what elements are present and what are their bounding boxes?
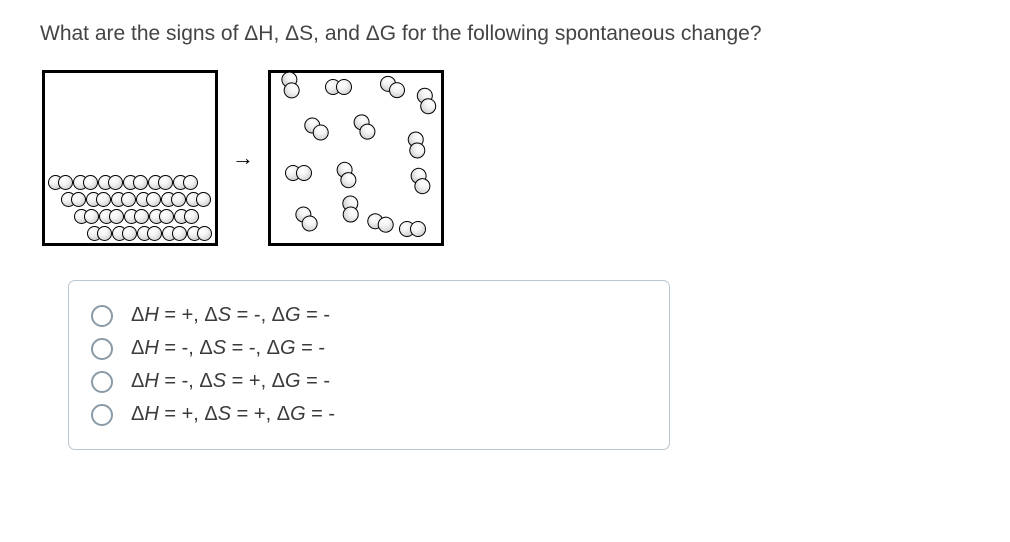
molecule-icon	[137, 226, 162, 241]
molecule-icon	[292, 203, 321, 234]
option-row[interactable]: ΔH = +, ΔS = -, ΔG = -	[91, 299, 647, 332]
molecule-icon	[148, 175, 173, 190]
state-after-box	[268, 70, 444, 246]
molecule-icon	[351, 111, 379, 142]
molecule-icon	[86, 192, 111, 207]
molecule-icon	[408, 166, 432, 197]
molecule-icon	[111, 192, 136, 207]
reaction-diagram: →	[42, 70, 970, 246]
molecule-icon	[98, 175, 123, 190]
molecule-icon	[334, 160, 358, 191]
option-label: ΔH = -, ΔS = +, ΔG = -	[131, 370, 330, 393]
molecule-icon	[74, 209, 99, 224]
molecule-icon	[87, 226, 112, 241]
molecule-icon	[285, 165, 312, 181]
molecule-icon	[342, 195, 359, 223]
molecule-icon	[112, 226, 137, 241]
molecule-icon	[174, 209, 199, 224]
molecule-icon	[48, 175, 73, 190]
radio-icon[interactable]	[91, 404, 113, 426]
molecule-icon	[162, 226, 187, 241]
molecule-icon	[123, 175, 148, 190]
molecule-icon	[99, 209, 124, 224]
options-panel: ΔH = +, ΔS = -, ΔG = - ΔH = -, ΔS = -, Δ…	[68, 280, 670, 450]
molecule-icon	[124, 209, 149, 224]
molecule-icon	[173, 175, 198, 190]
radio-icon[interactable]	[91, 305, 113, 327]
molecule-icon	[407, 131, 427, 160]
molecule-icon	[161, 192, 186, 207]
radio-icon[interactable]	[91, 338, 113, 360]
molecule-icon	[187, 226, 212, 241]
molecule-icon	[301, 114, 332, 144]
radio-icon[interactable]	[91, 371, 113, 393]
arrow-icon: →	[232, 145, 254, 171]
option-row[interactable]: ΔH = -, ΔS = -, ΔG = -	[91, 332, 647, 365]
option-row[interactable]: ΔH = +, ΔS = +, ΔG = -	[91, 398, 647, 431]
option-label: ΔH = -, ΔS = -, ΔG = -	[131, 337, 325, 360]
molecule-icon	[73, 175, 98, 190]
molecule-icon	[365, 211, 396, 235]
molecule-icon	[186, 192, 211, 207]
molecule-icon	[136, 192, 161, 207]
molecule-icon	[415, 86, 439, 117]
molecule-icon	[61, 192, 86, 207]
molecule-icon	[280, 70, 301, 100]
molecule-icon	[325, 79, 352, 95]
molecule-icon	[149, 209, 174, 224]
state-before-box	[42, 70, 218, 246]
option-label: ΔH = +, ΔS = +, ΔG = -	[131, 403, 335, 426]
option-row[interactable]: ΔH = -, ΔS = +, ΔG = -	[91, 365, 647, 398]
molecule-icon	[377, 73, 408, 102]
molecule-icon	[399, 221, 426, 237]
question-text: What are the signs of ΔH, ΔS, and ΔG for…	[40, 22, 970, 46]
option-label: ΔH = +, ΔS = -, ΔG = -	[131, 304, 330, 327]
